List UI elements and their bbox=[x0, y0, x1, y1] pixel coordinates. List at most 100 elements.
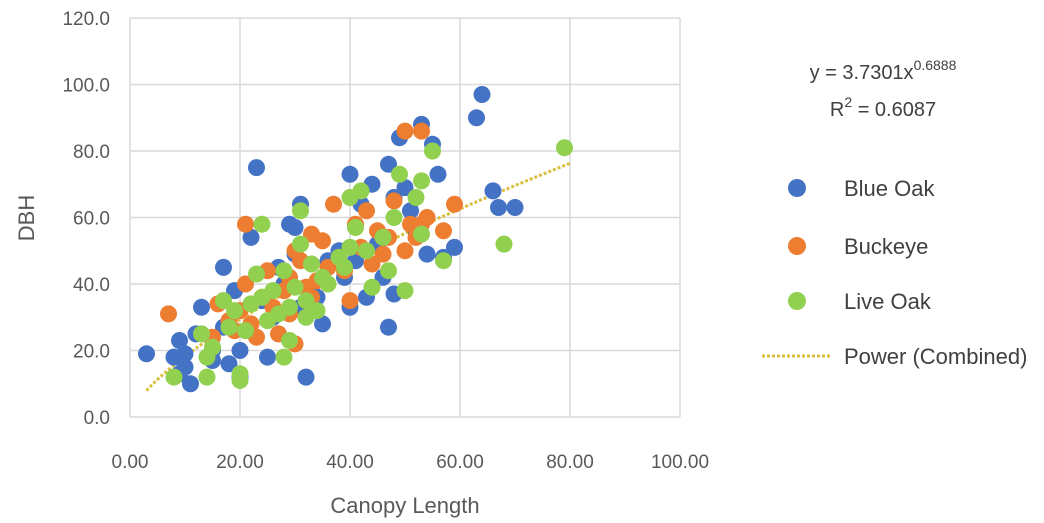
grid bbox=[129, 17, 681, 418]
legend: Blue Oak Buckeye Live Oak Power (Combine… bbox=[762, 176, 1027, 369]
series-live-oak bbox=[165, 139, 573, 389]
data-point-live-oak bbox=[308, 302, 326, 320]
data-point-buckeye bbox=[160, 305, 177, 323]
x-tick-label: 20.00 bbox=[216, 452, 264, 473]
data-point-buckeye bbox=[413, 122, 430, 140]
data-point-blue-oak bbox=[242, 228, 260, 246]
data-point-live-oak bbox=[385, 209, 403, 226]
y-tick-label: 0.0 bbox=[84, 408, 110, 429]
data-point-blue-oak bbox=[446, 238, 463, 256]
x-axis-title: Canopy Length bbox=[330, 493, 479, 518]
legend-label-buckeye: Buckeye bbox=[844, 234, 928, 259]
data-point-live-oak bbox=[198, 368, 216, 386]
data-point-live-oak bbox=[303, 255, 320, 273]
x-tick-label: 60.00 bbox=[436, 452, 484, 473]
data-point-blue-oak bbox=[490, 199, 507, 216]
data-point-blue-oak bbox=[484, 182, 502, 200]
data-point-live-oak bbox=[292, 235, 309, 253]
y-tick-label: 100.0 bbox=[62, 76, 110, 97]
y-tick-label: 120.0 bbox=[62, 9, 110, 30]
data-point-live-oak bbox=[193, 325, 210, 343]
y-tick-label: 80.0 bbox=[73, 142, 110, 163]
data-point-live-oak bbox=[363, 278, 381, 296]
y-tick-label: 20.0 bbox=[73, 342, 110, 363]
legend-marker-live-oak bbox=[788, 292, 806, 310]
data-point-blue-oak bbox=[182, 375, 199, 393]
data-point-live-oak bbox=[264, 282, 282, 300]
legend-item-buckeye: Buckeye bbox=[788, 234, 928, 259]
data-point-blue-oak bbox=[220, 355, 238, 373]
data-point-buckeye bbox=[374, 245, 392, 263]
data-point-blue-oak bbox=[380, 155, 397, 173]
legend-item-power-combined: Power (Combined) bbox=[762, 344, 1027, 369]
data-point-blue-oak bbox=[506, 199, 524, 216]
points-layer bbox=[138, 86, 573, 393]
data-point-live-oak bbox=[220, 318, 238, 336]
legend-label-live-oak: Live Oak bbox=[844, 289, 932, 314]
data-point-buckeye bbox=[358, 202, 375, 220]
data-point-buckeye bbox=[341, 292, 359, 310]
y-tick-label: 40.0 bbox=[73, 275, 110, 296]
data-point-blue-oak bbox=[176, 345, 194, 363]
data-point-live-oak bbox=[253, 215, 271, 233]
x-tick-label: 0.00 bbox=[112, 452, 149, 473]
data-point-live-oak bbox=[215, 292, 232, 310]
data-point-buckeye bbox=[446, 195, 463, 213]
legend-marker-buckeye bbox=[788, 237, 806, 255]
data-point-buckeye bbox=[237, 275, 254, 293]
data-point-live-oak bbox=[286, 278, 304, 296]
x-tick-label: 100.00 bbox=[651, 452, 709, 473]
data-point-live-oak bbox=[226, 302, 243, 320]
data-point-blue-oak bbox=[176, 358, 194, 376]
data-point-buckeye bbox=[325, 195, 342, 213]
data-point-blue-oak bbox=[248, 159, 265, 177]
data-point-live-oak bbox=[347, 219, 364, 236]
data-point-live-oak bbox=[391, 165, 408, 183]
data-point-live-oak bbox=[319, 275, 337, 293]
data-point-live-oak bbox=[281, 332, 298, 349]
data-point-live-oak bbox=[374, 228, 392, 246]
data-point-blue-oak bbox=[396, 179, 414, 197]
legend-marker-blue-oak bbox=[788, 179, 806, 197]
legend-label-blue-oak: Blue Oak bbox=[844, 176, 935, 201]
data-point-live-oak bbox=[396, 282, 414, 300]
data-point-blue-oak bbox=[138, 345, 155, 363]
data-point-live-oak bbox=[248, 265, 265, 283]
legend-label-power-combined: Power (Combined) bbox=[844, 344, 1027, 369]
data-point-buckeye bbox=[435, 222, 452, 240]
legend-item-blue-oak: Blue Oak bbox=[788, 176, 935, 201]
x-axis-ticks: 0.00 20.00 40.00 60.00 80.00 100.00 bbox=[112, 452, 710, 473]
data-point-live-oak bbox=[275, 262, 293, 280]
data-point-blue-oak bbox=[171, 332, 188, 349]
data-point-blue-oak bbox=[215, 258, 232, 276]
data-point-buckeye bbox=[418, 209, 436, 226]
data-point-live-oak bbox=[231, 371, 249, 389]
data-point-live-oak bbox=[407, 189, 425, 206]
x-tick-label: 40.00 bbox=[326, 452, 374, 473]
data-point-blue-oak bbox=[418, 245, 436, 263]
data-point-live-oak bbox=[336, 258, 353, 276]
trendline-equation: y = 3.7301x0.6888 bbox=[810, 57, 957, 84]
data-point-live-oak bbox=[556, 139, 573, 157]
data-point-live-oak bbox=[165, 368, 183, 386]
data-point-live-oak bbox=[281, 298, 298, 316]
data-point-live-oak bbox=[358, 242, 375, 260]
data-point-live-oak bbox=[424, 142, 441, 160]
data-point-buckeye bbox=[314, 232, 331, 250]
data-point-blue-oak bbox=[402, 202, 419, 220]
x-tick-label: 80.00 bbox=[546, 452, 594, 473]
data-point-buckeye bbox=[363, 255, 381, 273]
data-point-live-oak bbox=[435, 252, 452, 270]
data-point-blue-oak bbox=[286, 219, 304, 236]
data-point-live-oak bbox=[297, 292, 315, 310]
data-point-live-oak bbox=[275, 348, 293, 366]
y-tick-label: 60.0 bbox=[73, 209, 110, 230]
data-point-live-oak bbox=[413, 172, 430, 190]
data-point-blue-oak bbox=[193, 298, 210, 316]
r-squared-label: R2 = 0.6087 bbox=[830, 94, 936, 121]
data-point-live-oak bbox=[352, 182, 370, 200]
data-point-blue-oak bbox=[429, 165, 447, 183]
data-point-live-oak bbox=[204, 338, 221, 356]
data-point-live-oak bbox=[341, 238, 359, 256]
